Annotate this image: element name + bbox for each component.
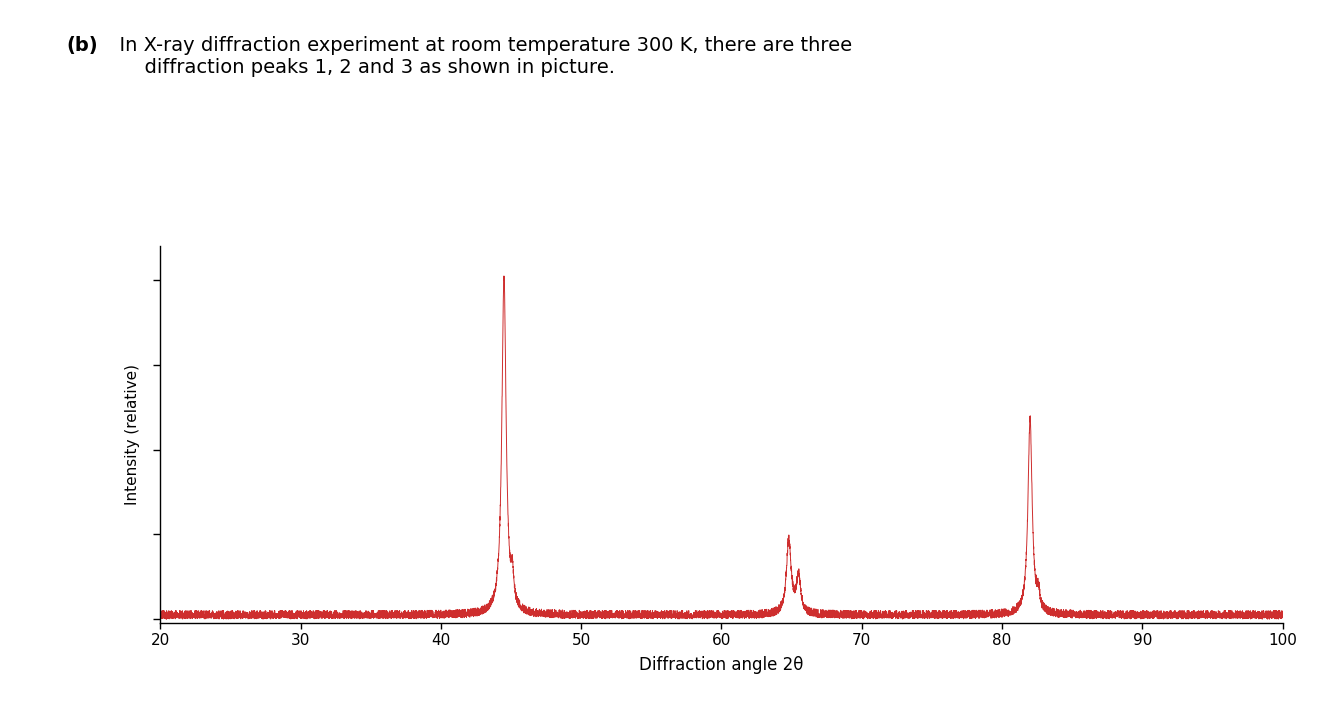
Text: (b): (b) (67, 36, 99, 55)
Y-axis label: Intensity (relative): Intensity (relative) (126, 364, 140, 505)
Text: In X-ray diffraction experiment at room temperature 300 K, there are three
     : In X-ray diffraction experiment at room … (107, 36, 852, 77)
X-axis label: Diffraction angle 2θ: Diffraction angle 2θ (639, 657, 804, 674)
